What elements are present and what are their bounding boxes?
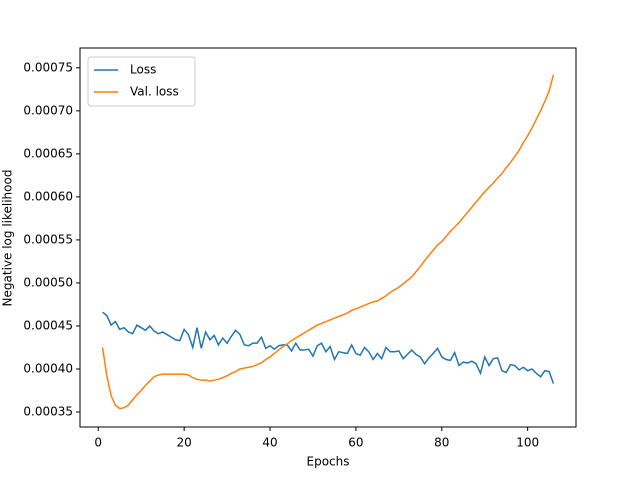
x-tick-label: 0 xyxy=(94,436,102,450)
y-tick-label: 0.00050 xyxy=(23,275,73,289)
x-tick-label: 20 xyxy=(176,436,191,450)
y-tick-label: 0.00060 xyxy=(23,189,73,203)
x-tick-label: 80 xyxy=(434,436,449,450)
y-tick-label: 0.00055 xyxy=(23,232,73,246)
x-tick-label: 40 xyxy=(262,436,277,450)
series-line xyxy=(102,311,555,384)
series-line xyxy=(101,74,555,410)
y-tick-label: 0.00065 xyxy=(23,146,73,160)
y-tick-label: 0.00045 xyxy=(23,318,73,332)
legend-label: Loss xyxy=(130,63,156,77)
plot-frame xyxy=(79,47,577,428)
legend-label: Val. loss xyxy=(130,85,179,99)
y-tick-label: 0.00035 xyxy=(23,405,73,419)
y-tick-label: 0.00040 xyxy=(23,361,73,375)
y-tick-label: 0.00075 xyxy=(23,60,73,74)
x-tick-label: 100 xyxy=(516,436,539,450)
x-axis-label: Epochs xyxy=(307,455,350,469)
y-tick-label: 0.00070 xyxy=(23,103,73,117)
x-tick-label: 60 xyxy=(348,436,363,450)
y-axis-label: Negative log likelihood xyxy=(1,170,15,307)
